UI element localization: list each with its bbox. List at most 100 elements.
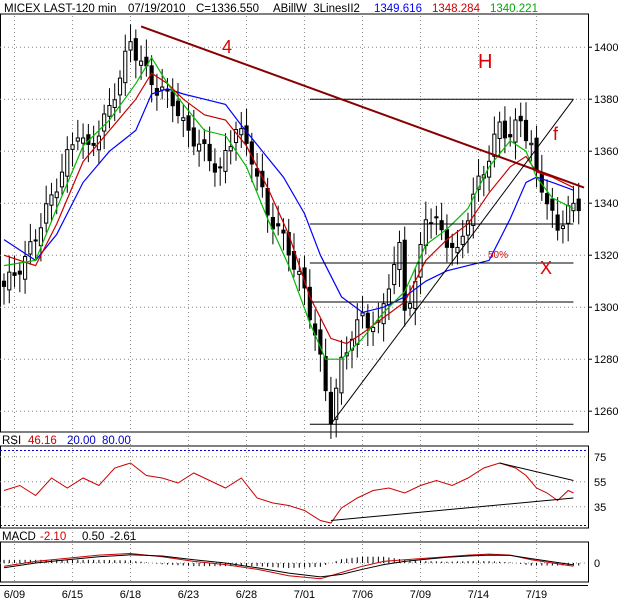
candle-body (28, 241, 33, 255)
candle-body (323, 356, 328, 392)
x-tick-label: 6/28 (236, 589, 257, 601)
macd-label: MACD (2, 531, 36, 543)
macd-line (3, 552, 574, 580)
candle-body (91, 142, 96, 146)
x-tick-label: 7/06 (352, 589, 373, 601)
candle-body (81, 137, 86, 144)
x-tick-label: 7/14 (468, 589, 489, 601)
rsi-layer (0, 450, 588, 526)
candle-body (576, 198, 581, 212)
candle-body (133, 38, 138, 61)
candle-body (476, 175, 481, 190)
candle-body (123, 50, 128, 84)
rsi-line (3, 462, 574, 524)
candle-body (318, 329, 323, 355)
candle-body (270, 217, 275, 230)
candle-body (545, 193, 550, 205)
candle-body (207, 143, 212, 162)
candle-body (117, 77, 123, 96)
candle-body (297, 270, 302, 275)
candle-body (450, 242, 455, 249)
candle-body (17, 270, 22, 275)
candle-body (334, 387, 339, 420)
macd-layer (3, 552, 580, 580)
candle-body (365, 312, 370, 329)
header-symbol: MICEX LAST-120 min (4, 3, 116, 15)
panel-border (0, 13, 589, 433)
y-tick-label: 1360 (594, 146, 618, 158)
x-tick-label: 6/18 (120, 589, 141, 601)
candle-body (49, 194, 54, 206)
candle-body (181, 117, 186, 121)
header-value-green: 1340.221 (490, 3, 538, 15)
annotation-wave-4: 4 (222, 37, 232, 57)
candle-body (492, 133, 497, 157)
candle-body (170, 91, 175, 107)
candle-body (212, 163, 217, 173)
macd-signal-line (3, 554, 574, 578)
macd-value-3: -2.61 (110, 531, 136, 543)
x-tick-label: 7/09 (410, 589, 431, 601)
macd-value-1: -2.10 (40, 531, 66, 543)
candle-body (355, 319, 360, 345)
x-tick-label: 7/01 (294, 589, 315, 601)
candle-body (502, 120, 507, 139)
macd-value-2: 0.50 (82, 531, 104, 543)
candle-body (497, 121, 502, 140)
annotation-fib-50: 50% (488, 250, 508, 261)
candle-body (197, 143, 202, 152)
annotation-f: f (553, 124, 559, 144)
candle-body (276, 223, 281, 227)
candle-body (228, 146, 233, 152)
x-tick-label: 7/19 (526, 589, 547, 601)
candle-body (555, 214, 560, 231)
candle-body (339, 356, 344, 394)
candle-body (1, 280, 7, 287)
candle-body (260, 170, 265, 188)
header-value-red: 1348.284 (432, 3, 481, 15)
trend-line (140, 25, 585, 189)
candle-body (402, 239, 407, 311)
header-value-blue: 1349.616 (374, 3, 422, 15)
rsi-trend-line (330, 497, 574, 521)
candle-body (165, 89, 170, 92)
axis-layer: 1260 1280 1300 1320 1340 1360 1380 1400 6/09 6/15… (4, 42, 619, 601)
header-date: 07/19/2010 (128, 3, 186, 15)
candle-body (65, 149, 70, 177)
candle-body (518, 115, 523, 122)
x-tick-label: 6/09 (4, 589, 25, 601)
candle-body (513, 119, 518, 143)
grid-layer (0, 13, 589, 586)
y-tick-label: 1260 (594, 406, 618, 418)
x-tick-label: 6/15 (62, 589, 83, 601)
y-tick-label: 1320 (594, 250, 618, 262)
header-close: C=1336.550 (196, 3, 259, 15)
rsi-value: 46.16 (28, 435, 57, 447)
candle-body (566, 205, 571, 224)
candle-body (239, 128, 244, 136)
candle-body (70, 144, 75, 150)
candle-body (12, 272, 17, 276)
candle-body (54, 191, 59, 199)
moving-average-line (3, 56, 574, 360)
candle-body (434, 216, 439, 219)
candle-body (529, 142, 534, 146)
y-tick-label: 1380 (594, 94, 618, 106)
candle-body (265, 187, 270, 216)
candle-body (307, 286, 312, 321)
candle-body (244, 125, 249, 144)
rsi-high-level: 80.00 (102, 435, 131, 447)
candle-body (223, 150, 228, 172)
price-layer (1, 24, 585, 439)
panel-border (0, 541, 589, 583)
rsi-trend-line (499, 462, 574, 481)
candle-body (23, 256, 28, 280)
candle-body (59, 171, 65, 188)
y-tick-label: 1280 (594, 354, 618, 366)
y-tick-label: 1340 (594, 198, 618, 210)
candle-body (107, 104, 112, 117)
rsi-tick-label: 55 (594, 477, 606, 489)
candle-body (112, 99, 117, 108)
y-tick-label: 1400 (594, 42, 618, 54)
